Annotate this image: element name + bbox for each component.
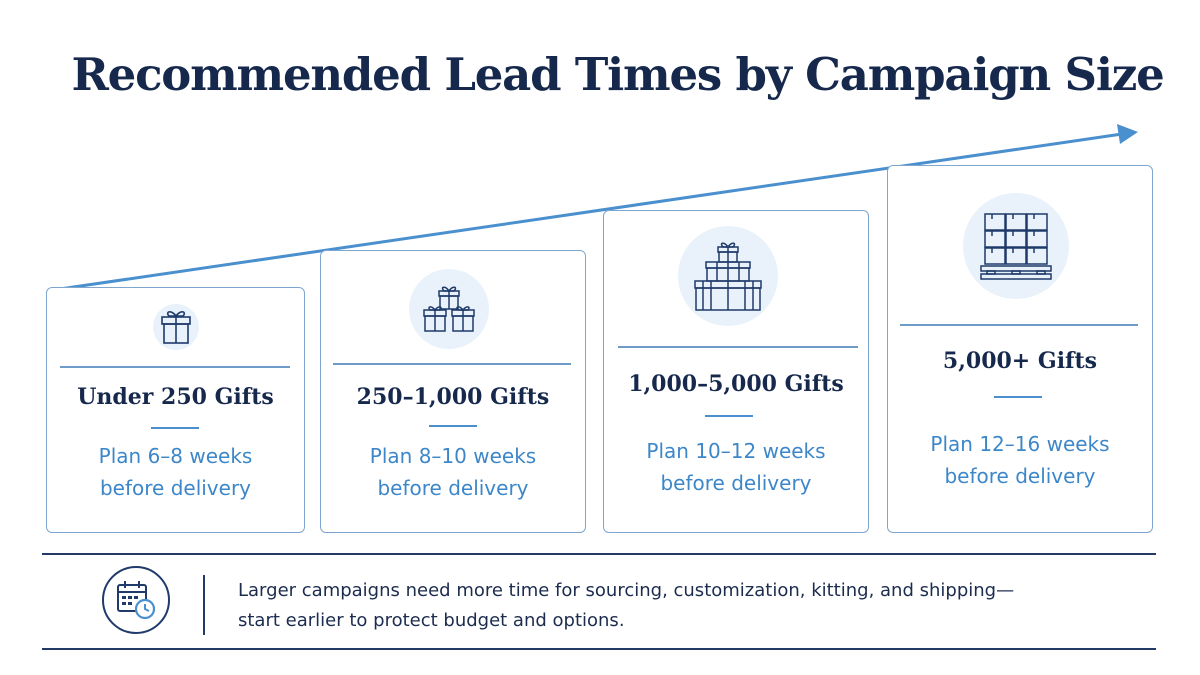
accent-line	[429, 425, 477, 427]
tier-label: Under 250 Gifts	[77, 384, 274, 410]
accent-line	[705, 415, 753, 417]
tier-plan: Plan 6–8 weeks before delivery	[47, 440, 304, 504]
plan-suffix: before delivery	[377, 476, 529, 500]
icon-circle	[678, 226, 778, 326]
card-divider	[900, 324, 1138, 326]
calendar-clock-icon	[117, 581, 156, 620]
tier-card-1000-5000: 1,000–5,000 Gifts Plan 10–12 weeks befor…	[603, 210, 869, 533]
card-divider	[60, 366, 290, 368]
footer-note-line1: Larger campaigns need more time for sour…	[238, 580, 1015, 601]
plan-suffix: before delivery	[660, 471, 812, 495]
tier-label: 5,000+ Gifts	[942, 348, 1098, 374]
tier-plan: Plan 12–16 weeks before delivery	[888, 428, 1152, 492]
footer-bottom-rule	[42, 648, 1156, 650]
page-title: Recommended Lead Times by Campaign Size	[71, 48, 1164, 101]
card-divider	[333, 363, 571, 365]
icon-circle	[409, 269, 489, 349]
tier-card-5000-plus: 5,000+ Gifts Plan 12–16 weeks before del…	[887, 165, 1153, 533]
plan-suffix: before delivery	[944, 464, 1096, 488]
single-gift-icon	[161, 311, 191, 344]
icon-circle	[963, 193, 1069, 299]
icon-circle	[153, 304, 199, 350]
accent-line	[994, 396, 1042, 398]
plan-weeks: Plan 6–8 weeks	[98, 444, 253, 468]
tier-card-under-250: Under 250 Gifts Plan 6–8 weeks before de…	[46, 287, 305, 533]
card-divider	[618, 346, 858, 348]
gift-group-icon	[423, 286, 475, 332]
footer-note: Larger campaigns need more time for sour…	[238, 576, 1138, 636]
footer-note-line2: start earlier to protect budget and opti…	[238, 610, 625, 631]
accent-line	[151, 427, 199, 429]
tier-plan: Plan 8–10 weeks before delivery	[321, 440, 585, 504]
plan-suffix: before delivery	[99, 476, 252, 500]
calendar-badge	[102, 566, 170, 634]
plan-weeks: Plan 10–12 weeks	[646, 439, 826, 463]
tier-label: 1,000–5,000 Gifts	[628, 371, 844, 397]
gift-stack-icon	[694, 242, 762, 311]
footer-separator	[203, 575, 205, 635]
pallet-boxes-icon	[980, 213, 1052, 280]
footer-top-rule	[42, 553, 1156, 555]
growth-trend-arrow	[59, 124, 1138, 291]
tier-label: 250–1,000 Gifts	[356, 384, 550, 410]
tier-plan: Plan 10–12 weeks before delivery	[604, 435, 868, 499]
plan-weeks: Plan 12–16 weeks	[930, 432, 1110, 456]
tier-card-250-1000: 250–1,000 Gifts Plan 8–10 weeks before d…	[320, 250, 586, 533]
plan-weeks: Plan 8–10 weeks	[369, 444, 537, 468]
